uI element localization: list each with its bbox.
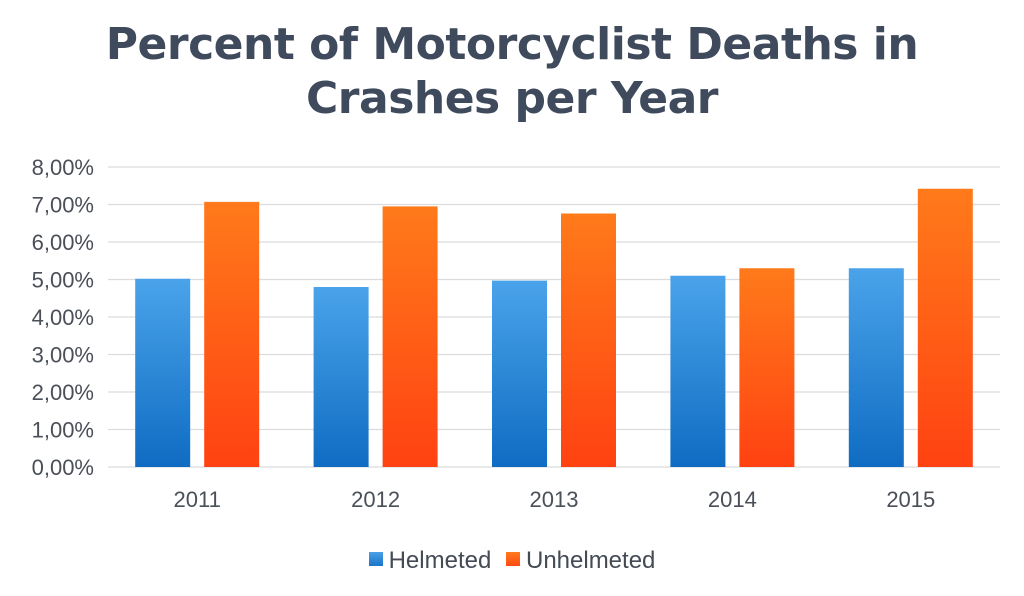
chart-title-line-1: Percent of Motorcyclist Deaths in [105,19,919,70]
bars [135,188,973,467]
chart-title-line-2: Crashes per Year [306,73,718,124]
chart-title: Percent of Motorcyclist Deaths in Crashe… [0,18,1024,126]
bar-helmeted-2011 [135,278,191,467]
x-tick-label: 2011 [174,487,221,512]
bar-helmeted-2012 [313,287,369,467]
y-tick-label: 5,00% [32,268,94,293]
x-tick-label: 2014 [708,487,757,512]
bar-unhelmeted-2014 [739,268,795,467]
x-tick-label: 2013 [530,487,579,512]
y-tick-label: 7,00% [32,193,94,218]
bar-helmeted-2013 [492,280,547,467]
legend-swatch-unhelmeted [505,552,520,567]
legend-label-unhelmeted: Unhelmeted [525,546,656,574]
y-axis-tick-labels: 0,00% 1,00% 2,00% 3,00% 4,00% 5,00% 6,00% 7,00%… [32,155,94,480]
legend-swatch-helmeted [368,552,383,567]
legend-item-unhelmeted: Unhelmeted [505,546,656,575]
legend-label-helmeted: Helmeted [388,546,492,574]
y-tick-label: 3,00% [32,343,94,368]
bar-helmeted-2014 [670,275,726,467]
y-tick-label: 6,00% [32,230,94,255]
y-tick-label: 0,00% [32,455,94,480]
bar-unhelmeted-2015 [917,188,973,467]
y-tick-label: 2,00% [32,380,94,405]
bar-helmeted-2015 [848,268,904,467]
legend: Helmeted Unhelmeted [0,546,1024,575]
bar-unhelmeted-2011 [204,201,260,467]
y-tick-label: 1,00% [32,418,94,443]
x-tick-label: 2015 [886,487,935,512]
x-tick-label: 2012 [351,487,400,512]
bar-unhelmeted-2013 [561,213,616,467]
legend-item-helmeted: Helmeted [368,546,492,575]
x-axis-tick-labels: 2011 2012 2013 2014 2015 [174,487,936,512]
bar-unhelmeted-2012 [382,206,438,467]
y-tick-label: 8,00% [32,155,94,180]
y-tick-label: 4,00% [32,305,94,330]
